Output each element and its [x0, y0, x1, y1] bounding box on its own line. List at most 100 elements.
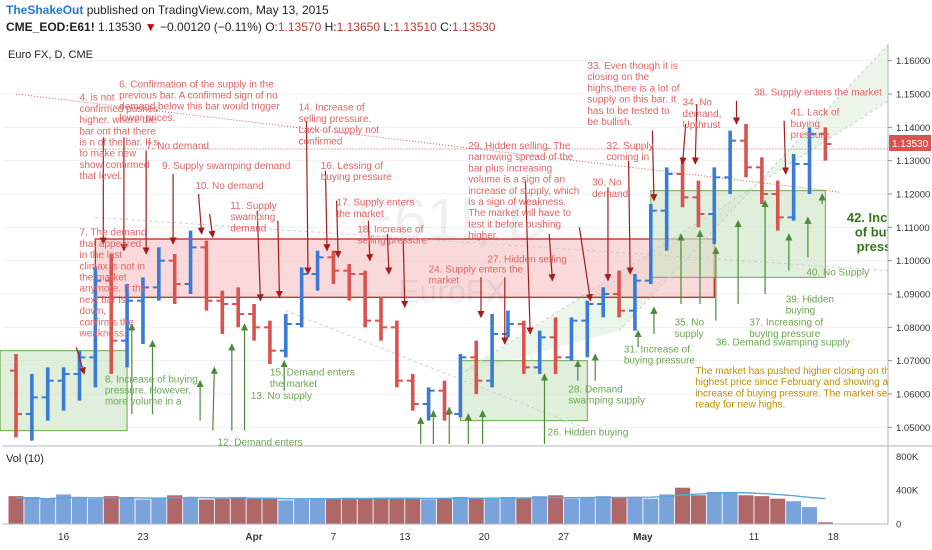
annotation-arrow — [256, 210, 264, 302]
y-tick-label: 1.16000 — [896, 56, 930, 67]
ohlc-bar — [200, 240, 213, 311]
annotation-text: 14. Increase of selling pressure. Lack of … — [298, 103, 379, 148]
annotation-text: 6. Confirmation of the supply in the prev… — [119, 79, 280, 124]
volume-bar — [690, 495, 706, 524]
ohlc-bar — [597, 287, 610, 318]
ohlc-bar — [470, 340, 483, 394]
ohlc-bar — [660, 167, 673, 251]
annotation-text: 41. Lack of buying pressure — [790, 108, 839, 141]
x-tick-label: 23 — [137, 532, 149, 543]
volume-bar — [563, 498, 579, 524]
y-tick-label: 1.07000 — [896, 356, 930, 367]
annotation-arrow — [679, 123, 687, 165]
ohlc-bar — [311, 250, 324, 291]
symbol-label: CME_EOD:E61! — [6, 20, 95, 34]
chart-header: TheShakeOut published on TradingView.com… — [0, 0, 932, 44]
annotation-text: 34. No demand, Upthrust — [683, 98, 722, 131]
annotation-text: 17. Supply enters the market — [337, 198, 415, 220]
ohlc-bar — [549, 317, 562, 374]
annotation-text: 18. Increase of selling pressure — [357, 224, 427, 246]
close-value: 1.13530 — [452, 20, 496, 34]
ohlc-bar — [136, 277, 149, 344]
annotation-text: 27. Hidden selling — [487, 254, 567, 265]
high-value: 1.13650 — [336, 20, 380, 34]
low-label: L: — [383, 20, 394, 34]
volume-bar — [770, 498, 786, 524]
annotation-text: 32. Supply coming in — [606, 141, 653, 163]
annotation-arrow — [334, 200, 342, 259]
last-price: 1.13530 — [98, 20, 142, 34]
annotation-text: 9. Supply swamping demand — [162, 161, 290, 172]
volume-bar — [8, 496, 24, 524]
volume-bar — [71, 497, 87, 524]
annotation-text: 29. Hidden selling. The narrowing spread … — [468, 141, 579, 242]
ohlc-bar — [565, 317, 578, 361]
volume-bar — [754, 496, 770, 524]
ohlc-bar — [327, 250, 340, 284]
annotation-text: 8. Increase of buying pressure. However, m… — [105, 374, 198, 407]
last-price-badge — [889, 135, 931, 151]
publish-info: published on TradingView.com, May 13, 20… — [86, 3, 329, 17]
annotation-text: 30. No demand — [592, 178, 628, 200]
x-tick-label: 16 — [58, 532, 70, 543]
annotation-text: 16. Lessing of buying pressure — [321, 161, 393, 183]
annotation-arrow — [781, 120, 790, 175]
volume-tick-label: 400K — [896, 486, 919, 497]
volume-bar — [436, 497, 452, 524]
volume-bar — [595, 496, 611, 524]
annotation-text: 33. Even though it is closing on the highs… — [587, 61, 679, 128]
ohlc-bar — [25, 374, 38, 441]
volume-bar — [230, 496, 246, 524]
annotation-text: 15. Demand enters the market — [270, 368, 355, 390]
price-change: −0.00120 (−0.11%) — [160, 20, 262, 34]
volume-bar — [786, 501, 802, 524]
annotation-text: 7. No demand — [146, 141, 209, 152]
annotation-arrow — [524, 180, 534, 335]
volume-bar — [183, 497, 199, 524]
volume-bar — [516, 497, 532, 524]
y-tick-label: 1.14000 — [896, 123, 930, 134]
ohlc-bar — [168, 254, 181, 304]
volume-bar — [817, 522, 833, 524]
volume-bar — [56, 494, 72, 524]
author-link[interactable]: TheShakeOut — [6, 3, 84, 17]
volume-bar — [500, 496, 516, 524]
chart-title: Euro FX, D, CME — [8, 49, 93, 61]
volume-bar — [341, 497, 357, 524]
annotation-text: 37. Increasing of buying pressure — [749, 318, 823, 340]
ohlc-bar — [248, 304, 261, 341]
last-price-label: 1.13530 — [892, 139, 929, 150]
volume-bar — [659, 494, 675, 524]
ohlc-bar — [803, 127, 816, 194]
annotation-text: 13. No supply — [251, 391, 312, 402]
volume-bar — [579, 497, 595, 524]
x-tick-label: May — [633, 532, 653, 543]
annotation-text: 39. Hidden buying — [786, 294, 834, 316]
volume-bar — [151, 498, 167, 524]
y-tick-label: 1.15000 — [896, 90, 930, 101]
volume-bar — [611, 496, 627, 524]
volume-bar — [357, 498, 373, 524]
x-tick-label: 18 — [828, 532, 840, 543]
ohlc-bar — [390, 320, 403, 388]
y-tick-label: 1.06000 — [896, 390, 930, 401]
ohlc-bar — [105, 254, 118, 374]
x-tick-label: 27 — [558, 532, 570, 543]
annotation-text: 31. Increase of buying pressure — [624, 344, 696, 366]
annotation-text: 4. is not confirmed pushes higher. where t… — [79, 93, 158, 182]
trend-line — [95, 216, 889, 272]
ohlc-bar — [755, 157, 768, 204]
volume-bar — [405, 498, 421, 524]
ohlc-bar — [422, 387, 435, 421]
x-tick-label: 13 — [399, 532, 411, 543]
volume-bar — [262, 497, 278, 524]
ohlc-bar — [375, 297, 388, 341]
y-tick-label: 1.08000 — [896, 323, 930, 334]
annotation-arrow — [385, 233, 393, 275]
ohlc-bar — [121, 284, 134, 368]
x-tick-label: Apr — [245, 532, 262, 543]
annotation-text: 38. Supply enters the market — [754, 88, 882, 99]
annotation-arrow — [401, 240, 409, 309]
y-tick-label: 1.09000 — [896, 290, 930, 301]
